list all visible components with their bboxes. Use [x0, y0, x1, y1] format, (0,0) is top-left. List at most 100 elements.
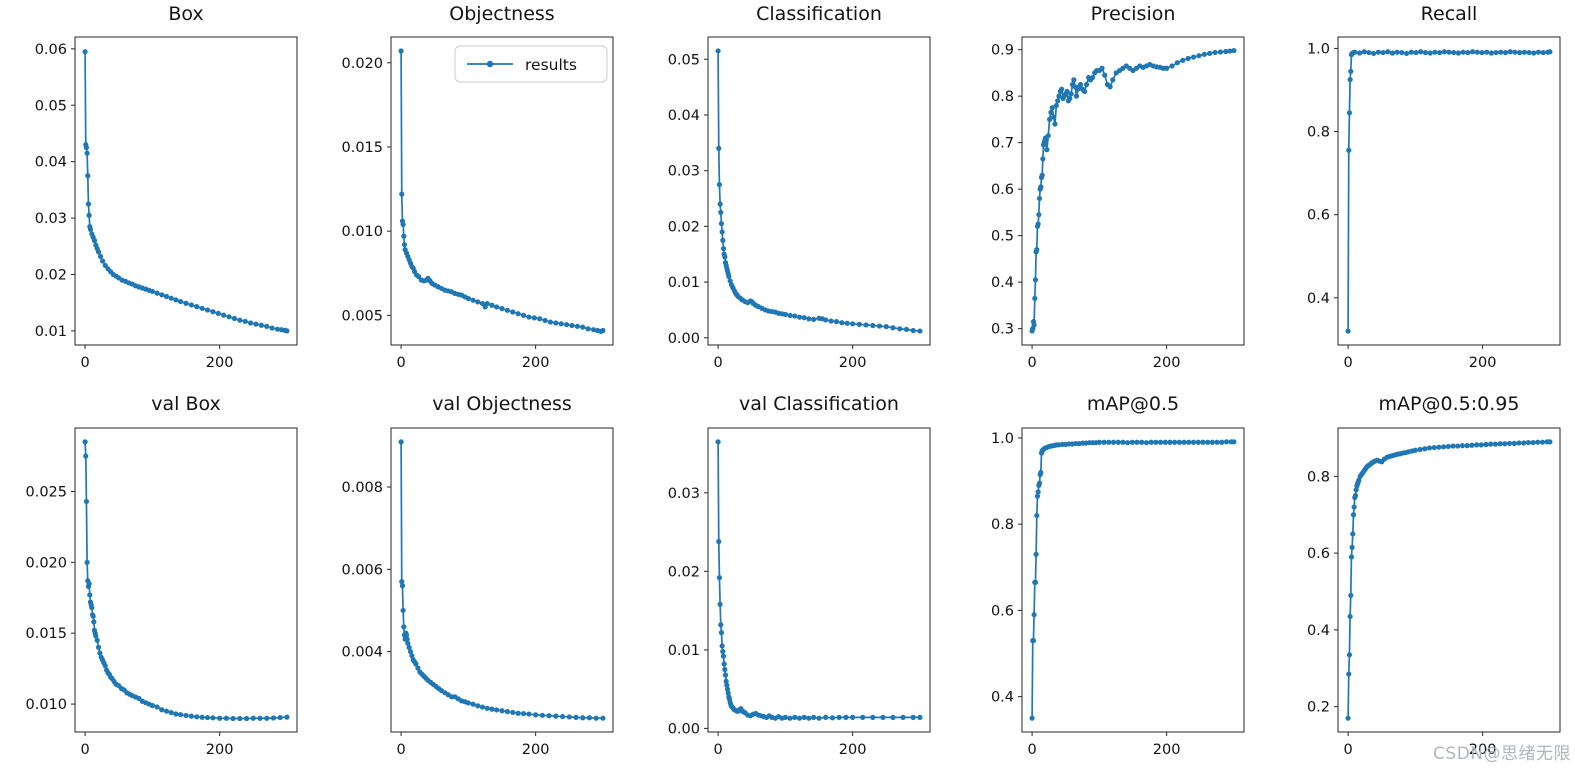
y-tick-label: 0.02 — [668, 219, 700, 235]
y-tick-label: 0.04 — [668, 108, 700, 124]
y-tick-label: 0.6 — [991, 603, 1014, 619]
x-tick-label: 200 — [206, 742, 234, 758]
axes-frame — [1337, 427, 1561, 733]
recall-chart-canvas: 0.4 0.6 0.8 1.0 0 200 — [1307, 36, 1561, 371]
subplot-title: val Classification — [739, 393, 899, 415]
val-classification-chart-canvas: 0.00 0.01 0.02 0.03 0 200 — [668, 427, 931, 758]
watermark: CSDN@思绪无限 — [1433, 744, 1571, 764]
y-tick-label: 0.06 — [35, 42, 67, 58]
legend-label: results — [525, 56, 577, 74]
series-line — [400, 50, 604, 333]
x-tick-label: 0 — [396, 355, 405, 371]
val-box-chart-canvas: 0.010 0.015 0.020 0.025 0 200 — [25, 427, 298, 758]
subplot-map50: mAP@0.5 0.4 0.6 0.8 1.0 0 200 — [960, 385, 1254, 769]
series-markers — [398, 439, 606, 721]
y-tick-label: 0.005 — [341, 308, 383, 324]
y-tick-label: 0.05 — [668, 52, 700, 68]
y-tick-label: 0.8 — [1307, 125, 1330, 141]
x-tick-label: 0 — [1343, 355, 1352, 371]
x-tick-label: 0 — [396, 742, 405, 758]
subplot-val-objectness: val Objectness 0.004 0.006 0.008 0 200 — [329, 385, 623, 769]
y-tick-label: 1.0 — [991, 431, 1014, 447]
subplot-title: val Objectness — [432, 393, 572, 415]
classification-chart-canvas: 0.00 0.01 0.02 0.03 0.04 0.05 0 200 — [668, 36, 931, 371]
y-tick-label: 0.004 — [341, 645, 383, 661]
x-tick-label: 200 — [1469, 355, 1497, 371]
subplot-title: Objectness — [449, 3, 555, 25]
y-tick-label: 0.7 — [991, 136, 1014, 152]
box-chart-canvas: 0.01 0.02 0.03 0.04 0.05 0.06 0 200 — [35, 36, 298, 371]
series-line — [400, 441, 603, 720]
objectness-chart-canvas: 0.005 0.010 0.015 0.020 0 200 results — [341, 36, 614, 371]
series-markers — [1345, 49, 1553, 334]
series-line — [1031, 440, 1234, 719]
y-tick-label: 0.00 — [668, 721, 700, 737]
x-tick-label: 200 — [522, 742, 550, 758]
map50-95-chart-canvas: 0.2 0.4 0.6 0.8 0 200 — [1307, 427, 1561, 758]
y-tick-label: 0.6 — [1307, 208, 1330, 224]
subplot-title: mAP@0.5 — [1086, 393, 1180, 415]
y-tick-label: 0.6 — [991, 182, 1014, 198]
subplot-precision: Precision 0.3 0.4 0.5 0.6 0.7 0.8 0.9 0 200 — [960, 0, 1254, 380]
series-markers — [1345, 439, 1553, 721]
x-tick-label: 200 — [839, 355, 867, 371]
y-tick-label: 0.015 — [25, 626, 67, 642]
y-tick-label: 0.8 — [1307, 469, 1330, 485]
series-line — [84, 441, 287, 720]
y-tick-label: 0.015 — [341, 140, 383, 156]
x-tick-label: 0 — [80, 355, 89, 371]
y-tick-label: 0.8 — [991, 517, 1014, 533]
y-tick-label: 0.4 — [1307, 623, 1330, 639]
series-line — [84, 51, 288, 332]
y-tick-label: 0.6 — [1307, 546, 1330, 562]
x-tick-label: 200 — [839, 742, 867, 758]
precision-chart-canvas: 0.3 0.4 0.5 0.6 0.7 0.8 0.9 0 200 — [991, 36, 1245, 371]
legend: results — [454, 45, 608, 83]
y-tick-label: 0.020 — [25, 555, 67, 571]
map50-chart-canvas: 0.4 0.6 0.8 1.0 0 200 — [991, 427, 1245, 758]
subplot-title: Precision — [1090, 3, 1176, 25]
axes-frame — [1021, 36, 1245, 346]
y-tick-label: 0.03 — [668, 164, 700, 180]
x-tick-label: 0 — [80, 742, 89, 758]
y-tick-label: 0.4 — [991, 690, 1014, 706]
y-tick-label: 0.02 — [35, 267, 67, 283]
y-tick-label: 0.020 — [341, 56, 383, 72]
series-markers — [1029, 439, 1237, 721]
y-tick-label: 0.008 — [341, 480, 383, 496]
x-tick-label: 0 — [1027, 355, 1036, 371]
axes-frame — [1021, 427, 1245, 733]
axes-frame — [390, 36, 614, 346]
x-tick-label: 0 — [1027, 742, 1036, 758]
series-line — [717, 50, 920, 332]
subplot-box: Box 0.01 0.02 0.03 0.04 0.05 0.06 0 200 — [13, 0, 307, 380]
y-tick-label: 0.01 — [668, 275, 700, 291]
x-tick-label: 200 — [1469, 742, 1497, 758]
axes-frame — [74, 427, 298, 733]
y-tick-label: 0.010 — [25, 697, 67, 713]
y-tick-label: 0.4 — [1307, 291, 1330, 307]
x-tick-label: 200 — [522, 355, 550, 371]
series-markers — [715, 439, 923, 721]
legend-marker-icon — [486, 60, 494, 68]
y-tick-label: 0.010 — [341, 224, 383, 240]
x-tick-label: 200 — [206, 355, 234, 371]
x-tick-label: 200 — [1153, 355, 1181, 371]
subplot-map50-95: mAP@0.5:0.95 0.2 0.4 0.6 0.8 0 200 — [1276, 385, 1570, 769]
subplot-val-classification: val Classification 0.00 0.01 0.02 0.03 0 200 — [646, 385, 940, 769]
series-markers — [82, 439, 290, 722]
subplot-objectness: Objectness 0.005 0.010 0.015 0.020 0 200 resul… — [329, 0, 623, 380]
y-tick-label: 0.025 — [25, 484, 67, 500]
subplot-val-box: val Box 0.010 0.015 0.020 0.025 0 200 — [13, 385, 307, 769]
val-objectness-chart-canvas: 0.004 0.006 0.008 0 200 — [341, 427, 614, 758]
y-tick-label: 0.04 — [35, 155, 67, 171]
axes-frame — [390, 427, 614, 733]
x-tick-label: 0 — [713, 355, 722, 371]
subplot-classification: Classification 0.00 0.01 0.02 0.03 0.04 0.05 0… — [646, 0, 940, 380]
series-markers — [398, 48, 606, 334]
axes-frame — [707, 427, 931, 733]
axes-frame — [74, 36, 298, 346]
y-tick-label: 1.0 — [1307, 41, 1330, 57]
y-tick-label: 0.03 — [668, 486, 700, 502]
